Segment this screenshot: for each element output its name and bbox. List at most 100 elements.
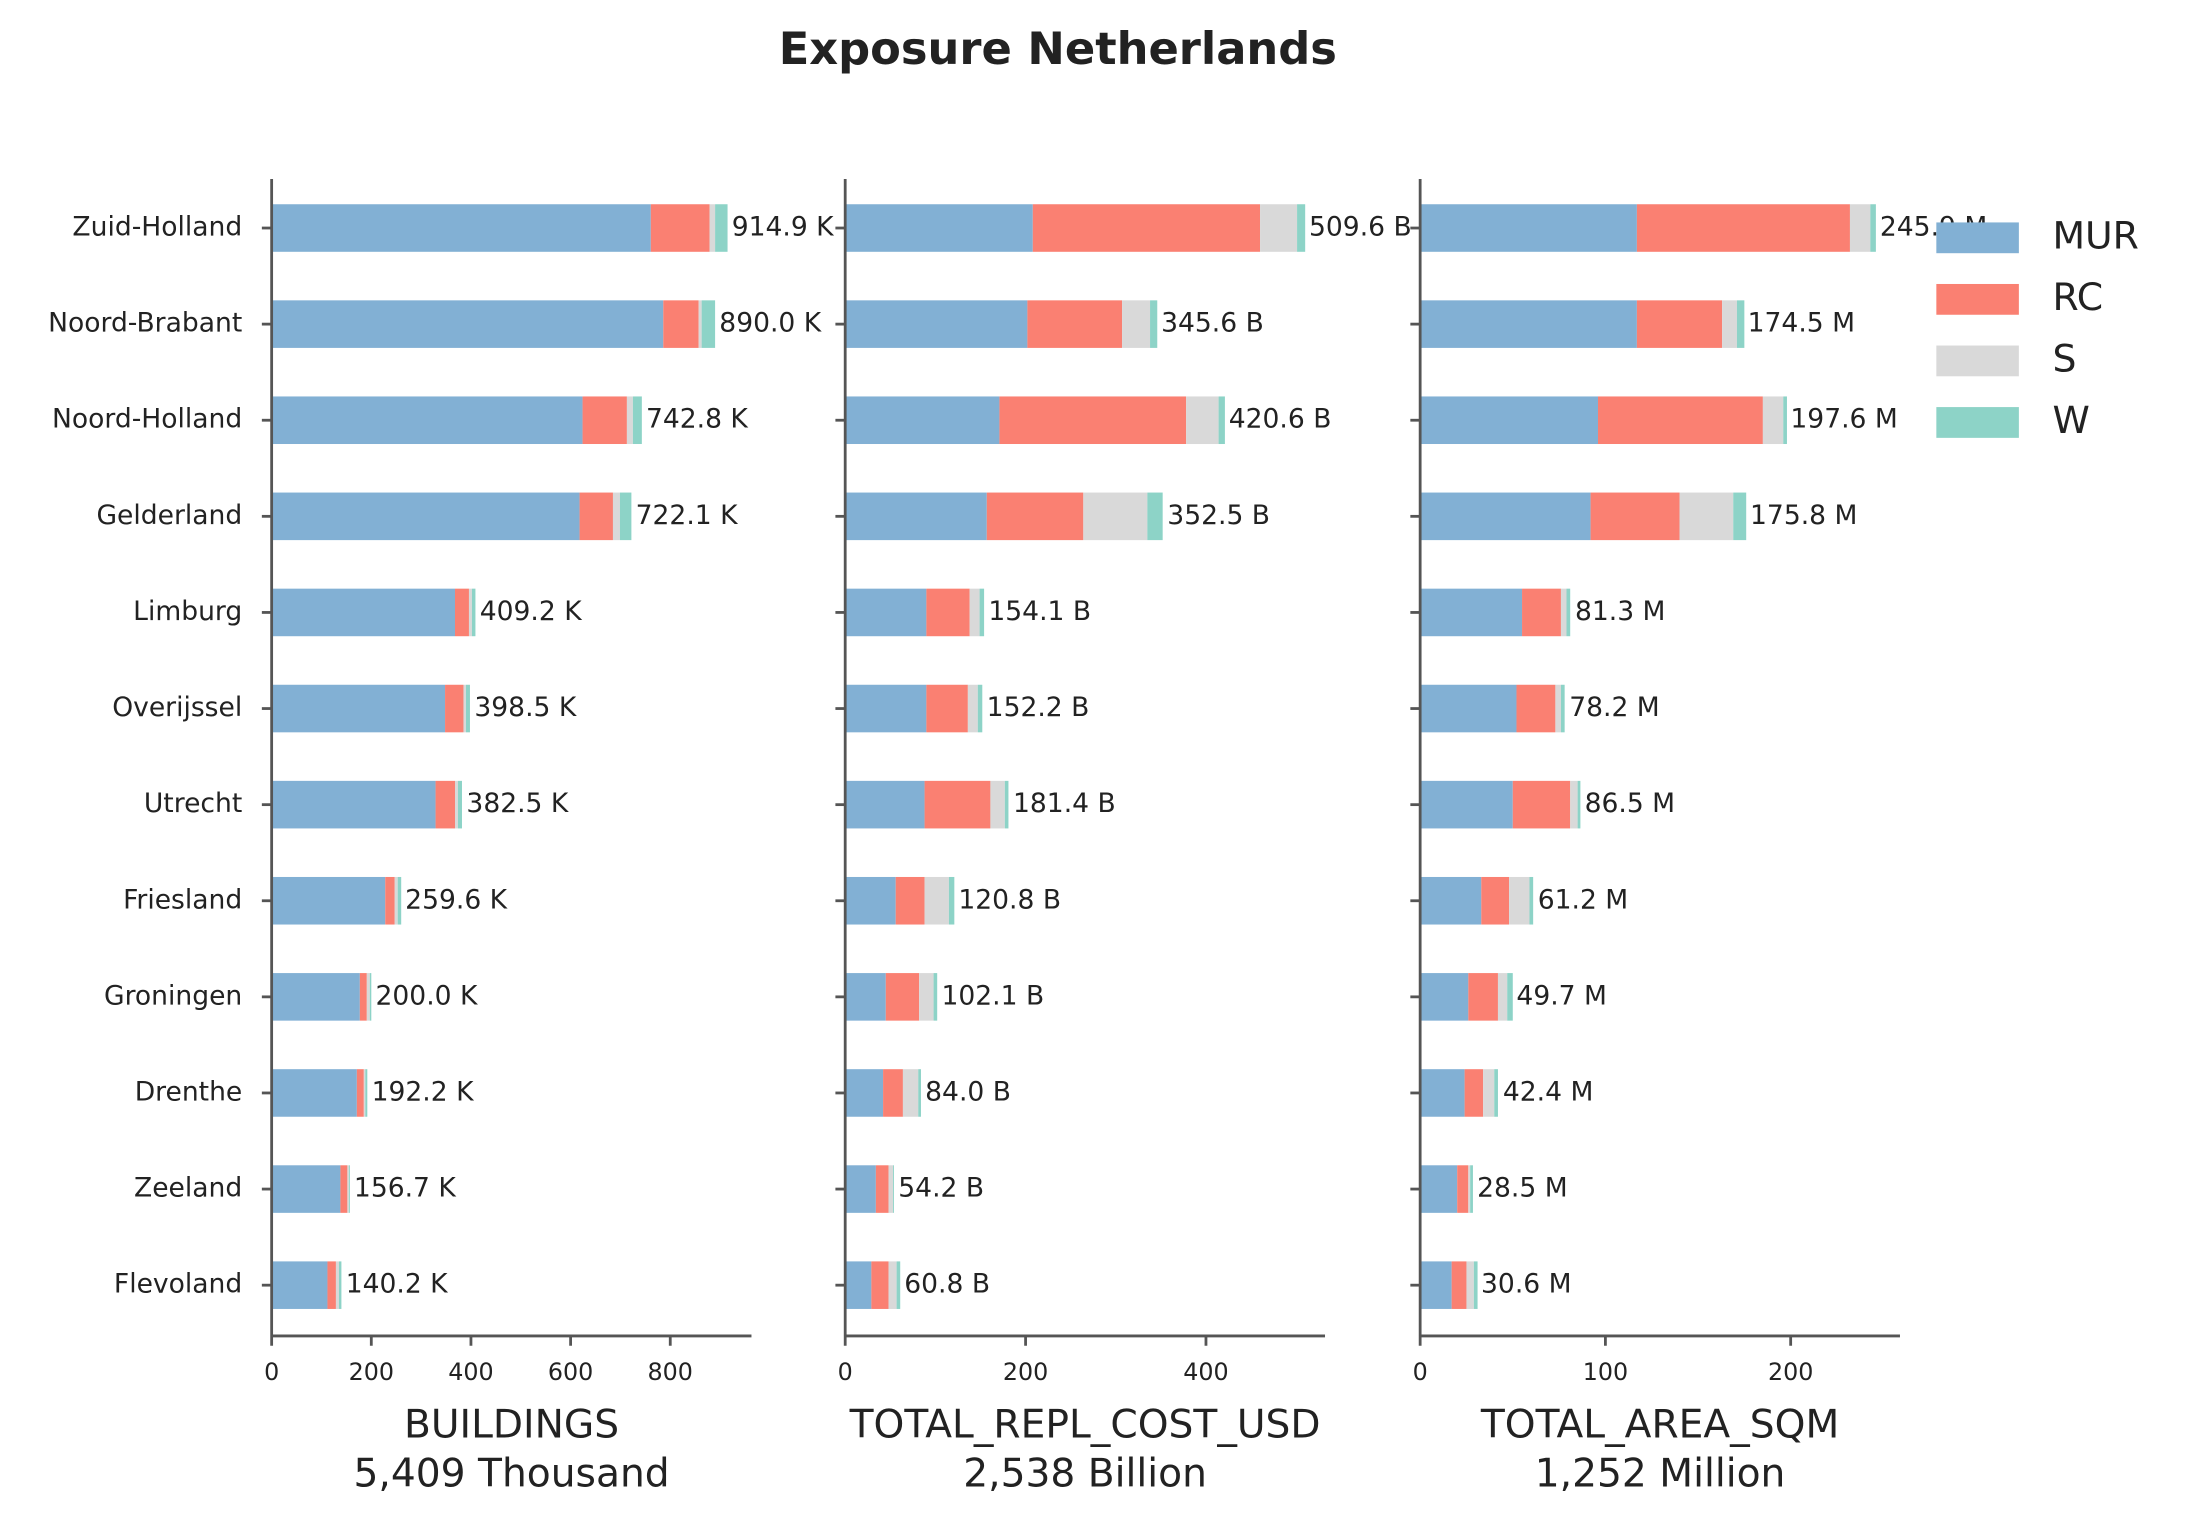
data-label: 42.4 M xyxy=(1503,1076,1594,1107)
bar-segment xyxy=(455,588,469,637)
bar-segment xyxy=(845,204,1033,252)
x-tick-label: 0 xyxy=(264,1358,279,1386)
bar-segment xyxy=(271,684,446,733)
bar-segment xyxy=(1147,492,1163,541)
y-tick-label: Flevoland xyxy=(114,1269,242,1300)
bar-segment xyxy=(1083,492,1148,541)
x-tick-label: 0 xyxy=(838,1358,853,1386)
bar-segment xyxy=(612,492,620,541)
bar-segment xyxy=(271,780,436,829)
legend-swatch xyxy=(1936,283,2019,315)
data-label: 120.8 B xyxy=(958,884,1061,915)
bar-segment xyxy=(875,1165,889,1213)
bar-segment xyxy=(626,396,633,445)
bar-segment xyxy=(335,1261,339,1309)
bar-segment xyxy=(363,1069,366,1117)
x-axis-subtitle: 5,409 Thousand xyxy=(353,1451,669,1496)
bar-segment xyxy=(1497,973,1508,1021)
data-label: 174.5 M xyxy=(1748,308,1855,339)
bar-segment xyxy=(1420,396,1598,445)
bar-segment xyxy=(1516,684,1556,733)
bar-segment xyxy=(271,300,664,348)
bar-segment xyxy=(1590,492,1680,541)
bar-segment xyxy=(933,973,938,1021)
x-axis-subtitle: 2,538 Billion xyxy=(963,1451,1207,1496)
bar-segment xyxy=(926,588,970,637)
bar-segment xyxy=(1451,1261,1467,1309)
bar-segment xyxy=(1420,876,1482,925)
bar-segment xyxy=(1420,684,1517,733)
bar-segment xyxy=(457,780,462,829)
legend-label: W xyxy=(2052,398,2089,442)
x-tick-label: 0 xyxy=(1413,1358,1428,1386)
bar-segment xyxy=(1420,1261,1452,1309)
bar-segment xyxy=(365,1069,368,1117)
bar-segment xyxy=(919,973,934,1021)
bar-segment xyxy=(999,396,1187,445)
bar-segment xyxy=(896,1261,901,1309)
bar-segment xyxy=(1420,973,1469,1021)
bar-segment xyxy=(347,1165,349,1213)
bar-segment xyxy=(348,1165,350,1213)
bar-segment xyxy=(1420,588,1523,637)
bar-segment xyxy=(845,973,886,1021)
bar-segment xyxy=(271,204,651,252)
bar-segment xyxy=(977,684,983,733)
bar-segment xyxy=(969,588,980,637)
x-tick-label: 200 xyxy=(349,1358,394,1386)
bar-segment xyxy=(366,973,370,1021)
bar-segment xyxy=(1218,396,1225,445)
bar-segment xyxy=(463,684,466,733)
data-label: 102.1 B xyxy=(941,980,1044,1011)
bar-segment xyxy=(1560,588,1567,637)
bar-segment xyxy=(888,1261,897,1309)
bar-segment xyxy=(1420,780,1513,829)
data-label: 420.6 B xyxy=(1229,404,1332,435)
bar-segment xyxy=(1032,204,1261,252)
bar-segment xyxy=(1494,1069,1498,1117)
x-tick-label: 800 xyxy=(648,1358,693,1386)
data-label: 49.7 M xyxy=(1516,980,1607,1011)
bar-segment xyxy=(1577,780,1581,829)
bar-segment xyxy=(1483,1069,1495,1117)
bar-segment xyxy=(632,396,642,445)
bar-segment xyxy=(650,204,710,252)
bar-segment xyxy=(845,588,927,637)
bar-segment xyxy=(271,876,386,925)
data-label: 30.6 M xyxy=(1481,1269,1572,1300)
x-axis-title: TOTAL_REPL_COST_USD xyxy=(849,1402,1321,1447)
bar-segment xyxy=(369,973,372,1021)
bar-segment xyxy=(579,492,613,541)
data-label: 398.5 K xyxy=(474,692,576,723)
bar-segment xyxy=(359,973,367,1021)
bar-segment xyxy=(1762,396,1784,445)
legend-label: MUR xyxy=(2052,213,2138,257)
data-label: 890.0 K xyxy=(719,308,821,339)
data-label: 140.2 K xyxy=(346,1269,448,1300)
x-tick-label: 400 xyxy=(448,1358,493,1386)
bar-segment xyxy=(1186,396,1219,445)
bar-segment xyxy=(1420,1069,1465,1117)
bar-segment xyxy=(885,973,920,1021)
data-label: 81.3 M xyxy=(1575,596,1666,627)
bar-segment xyxy=(619,492,632,541)
bar-segment xyxy=(902,1069,919,1117)
bar-segment xyxy=(445,684,464,733)
bar-segment xyxy=(883,1069,903,1117)
data-label: 742.8 K xyxy=(646,404,748,435)
y-tick-label: Noord-Holland xyxy=(52,404,242,435)
data-label: 78.2 M xyxy=(1569,692,1660,723)
x-tick-label: 600 xyxy=(548,1358,593,1386)
data-label: 382.5 K xyxy=(466,788,568,819)
data-label: 28.5 M xyxy=(1477,1173,1568,1204)
bar-segment xyxy=(271,492,580,541)
bar-segment xyxy=(845,396,1000,445)
bar-segment xyxy=(271,1165,341,1213)
bar-segment xyxy=(271,1261,328,1309)
bar-segment xyxy=(979,588,985,637)
bar-segment xyxy=(271,396,583,445)
data-label: 54.2 B xyxy=(898,1173,984,1204)
x-axis-title: BUILDINGS xyxy=(404,1402,619,1447)
